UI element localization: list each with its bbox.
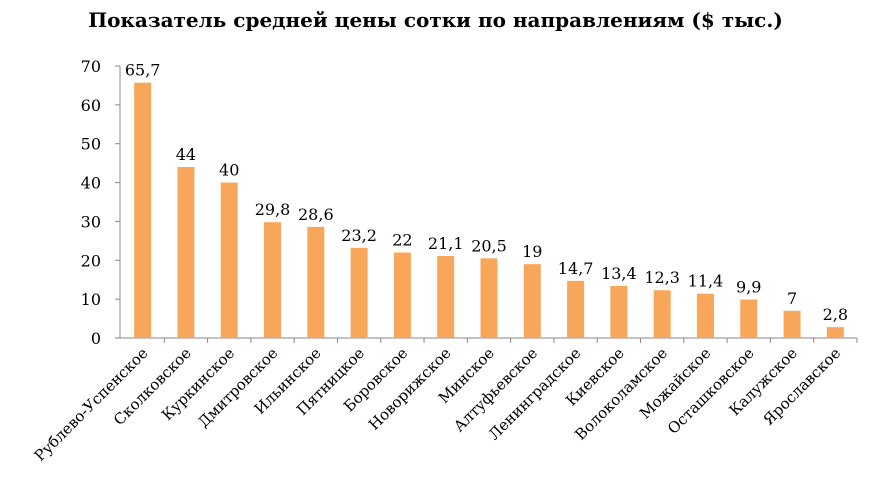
chart-title: Показатель средней цены сотки по направл… [88,8,783,32]
y-tick-label: 70 [81,57,101,76]
bar [696,293,714,338]
y-tick-label: 60 [81,96,101,115]
y-tick-label: 0 [91,329,101,348]
data-label: 7 [787,289,797,308]
y-tick-label: 10 [81,290,101,309]
bar [826,327,844,338]
data-label: 12,3 [644,268,680,287]
bar [350,247,368,338]
bar [437,256,455,338]
data-label: 23,2 [341,226,377,245]
data-label: 22 [392,231,412,250]
y-tick-label: 30 [81,212,101,231]
data-label: 28,6 [298,205,334,224]
bar [783,310,801,338]
bar [307,226,325,338]
bar [264,222,282,338]
bar [220,182,238,338]
data-label: 20,5 [471,236,507,255]
bar [653,290,671,338]
bar [134,82,152,338]
y-tick-label: 50 [81,135,101,154]
data-label: 65,7 [125,61,161,80]
data-label: 21,1 [428,234,464,253]
data-label: 14,7 [558,259,594,278]
bar [740,299,758,338]
y-tick-label: 20 [81,251,101,270]
bar [480,258,498,338]
category-label: Ярославское [760,344,845,429]
bar [177,167,195,338]
data-label: 11,4 [688,272,724,291]
bar [523,264,541,338]
y-tick-label: 40 [81,174,101,193]
data-label: 29,8 [255,200,291,219]
bar [610,285,628,338]
data-label: 40 [219,161,239,180]
bar [567,280,585,338]
data-label: 19 [522,242,542,261]
data-label: 2,8 [823,305,848,324]
data-label: 13,4 [601,264,637,283]
data-label: 9,9 [736,278,761,297]
bar [393,252,411,338]
data-label: 44 [176,145,196,164]
